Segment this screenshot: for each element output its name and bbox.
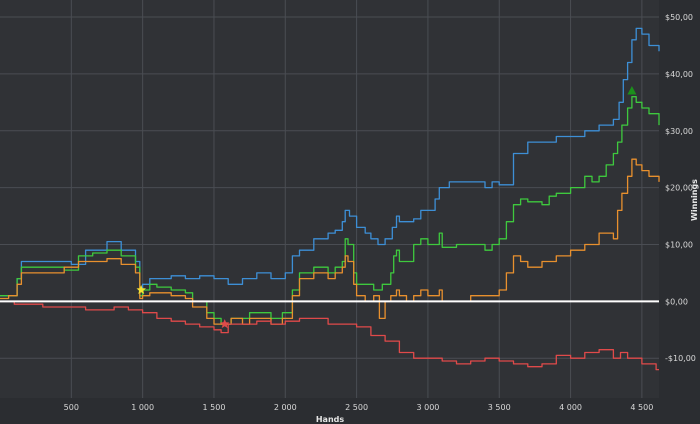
y-axis-label: Winnings: [690, 179, 699, 221]
series-line-4: [0, 300, 659, 371]
y-tick-label: $50,00: [665, 13, 693, 22]
plot-area: [0, 0, 659, 398]
marker-layer: [136, 85, 637, 329]
x-tick-label: 500: [64, 403, 79, 412]
y-tick-label: $40,00: [665, 70, 693, 79]
x-tick-label: 1 500: [203, 403, 226, 412]
x-tick-label: 1 000: [131, 403, 154, 412]
y-tick-label: $0,00: [665, 297, 688, 306]
x-tick-label: 4 000: [559, 403, 582, 412]
y-tick-label: $30,00: [665, 127, 693, 136]
x-tick-label: 2 500: [345, 403, 368, 412]
x-tick-label: 2 000: [274, 403, 297, 412]
series-line-2: [0, 96, 660, 325]
x-axis-label: Hands: [316, 415, 345, 424]
y-tick-label: $20,00: [665, 184, 693, 193]
y-tick-label: -$10,00: [665, 354, 696, 363]
x-tick-label: 4 500: [630, 403, 653, 412]
x-tick-label: 3 500: [488, 403, 511, 412]
y-tick-label: $10,00: [665, 240, 693, 249]
series-layer: [0, 27, 660, 371]
x-tick-label: 3 000: [416, 403, 439, 412]
star-marker: [136, 285, 146, 294]
star-marker: [219, 319, 230, 329]
axis-layer: 500 1 000 1 500 2 000 2 500 3 000 3 500 4 000 4 …: [64, 13, 696, 412]
triangle-marker: [627, 85, 637, 95]
